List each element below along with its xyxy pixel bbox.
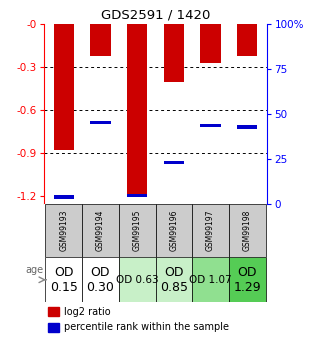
FancyBboxPatch shape [82, 257, 119, 302]
FancyBboxPatch shape [119, 257, 156, 302]
Text: GSM99197: GSM99197 [206, 210, 215, 251]
Title: GDS2591 / 1420: GDS2591 / 1420 [101, 9, 210, 22]
FancyBboxPatch shape [192, 257, 229, 302]
Bar [237, 125, 258, 129]
FancyBboxPatch shape [45, 257, 82, 302]
Text: GSM99194: GSM99194 [96, 210, 105, 251]
FancyBboxPatch shape [192, 204, 229, 257]
Text: log2 ratio: log2 ratio [64, 307, 110, 317]
Bar [90, 121, 110, 124]
Text: OD
0.85: OD 0.85 [160, 266, 188, 294]
Text: OD
0.15: OD 0.15 [50, 266, 78, 294]
FancyBboxPatch shape [45, 204, 82, 257]
Bar [53, 195, 74, 199]
Bar [164, 161, 184, 165]
Bar [201, 24, 221, 63]
FancyBboxPatch shape [229, 204, 266, 257]
Bar [127, 24, 147, 194]
FancyBboxPatch shape [82, 204, 119, 257]
Text: GSM99196: GSM99196 [169, 210, 178, 251]
FancyBboxPatch shape [156, 257, 192, 302]
Text: GSM99193: GSM99193 [59, 210, 68, 251]
Bar [53, 24, 74, 150]
Text: OD 0.63: OD 0.63 [116, 275, 159, 285]
Bar [127, 194, 147, 197]
Text: percentile rank within the sample: percentile rank within the sample [64, 322, 229, 332]
Bar [48, 323, 59, 332]
Text: GSM99198: GSM99198 [243, 210, 252, 251]
Text: GSM99195: GSM99195 [133, 210, 142, 251]
FancyBboxPatch shape [156, 204, 192, 257]
Text: age: age [26, 265, 44, 275]
Text: OD
1.29: OD 1.29 [234, 266, 261, 294]
Bar [201, 124, 221, 127]
FancyBboxPatch shape [119, 204, 156, 257]
Text: OD
0.30: OD 0.30 [86, 266, 114, 294]
Bar [48, 307, 59, 316]
Bar [90, 24, 110, 56]
Bar [237, 24, 258, 56]
Text: OD 1.07: OD 1.07 [189, 275, 232, 285]
FancyBboxPatch shape [229, 257, 266, 302]
Bar [164, 24, 184, 81]
